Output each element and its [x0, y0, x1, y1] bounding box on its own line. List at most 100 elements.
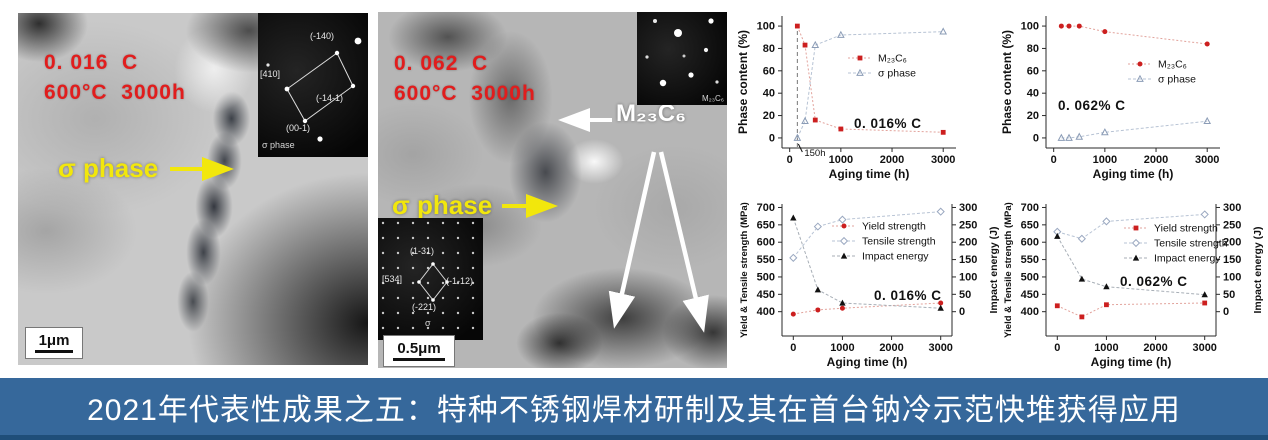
svg-text:Yield strength: Yield strength — [1154, 223, 1218, 235]
spot-label: (-140) — [310, 31, 335, 41]
svg-text:3000: 3000 — [928, 342, 952, 354]
chart-phase-content-0016C: 0 1000 2000 3000 0 20 40 60 80 100 Aging time (h) P… — [736, 2, 1004, 188]
svg-text:Impact energy: Impact energy — [1154, 253, 1221, 265]
spot-label: (1-31) — [410, 246, 435, 256]
svg-text:Impact energy (J): Impact energy (J) — [1252, 227, 1264, 314]
svg-text:150: 150 — [1223, 254, 1241, 266]
svg-text:2000: 2000 — [1144, 154, 1168, 166]
chart-svg-strength-0062C: 0 1000 2000 3000 400 450 500 550 600 650 700 0 50 100… — [1003, 202, 1264, 369]
diffraction-pattern — [266, 37, 362, 142]
svg-text:Aging time (h): Aging time (h) — [1093, 167, 1174, 181]
svg-text:150h: 150h — [804, 148, 825, 159]
svg-text:0: 0 — [790, 342, 796, 354]
condition-label: 600°C 3000h — [44, 81, 186, 104]
svg-text:400: 400 — [757, 306, 775, 318]
svg-text:Aging time (h): Aging time (h) — [829, 167, 910, 181]
svg-text:500: 500 — [1021, 271, 1039, 283]
series-Tensile strength — [1053, 210, 1209, 243]
svg-text:100: 100 — [1021, 21, 1039, 33]
svg-text:50: 50 — [959, 289, 971, 301]
svg-text:0: 0 — [1033, 132, 1039, 144]
svg-text:1000: 1000 — [830, 342, 854, 354]
series-Yield strength — [1054, 300, 1208, 320]
svg-text:σ phase: σ phase — [878, 68, 916, 80]
inset-caption: σ phase — [262, 140, 295, 150]
svg-text:300: 300 — [1223, 202, 1241, 214]
svg-text:Phase content (%): Phase content (%) — [1000, 30, 1014, 134]
svg-text:60: 60 — [763, 65, 775, 77]
spot-label: (-1-12) — [446, 276, 474, 286]
spot-label: (-221) — [412, 302, 437, 312]
svg-text:80: 80 — [1027, 43, 1039, 55]
svg-text:Impact energy (J): Impact energy (J) — [988, 227, 1000, 314]
m23c6-down-arrow-icon — [658, 151, 709, 333]
condition-label: 600°C 3000h — [394, 82, 536, 105]
svg-text:200: 200 — [1223, 237, 1241, 249]
svg-text:2000: 2000 — [880, 154, 904, 166]
svg-text:650: 650 — [1021, 219, 1039, 231]
svg-text:0: 0 — [787, 154, 793, 166]
diffraction-inset-m23c6: M₂₃C₆ — [637, 12, 727, 105]
inset-caption: σ — [425, 318, 431, 328]
spot-label: [534] — [382, 274, 403, 284]
svg-text:500: 500 — [757, 271, 775, 283]
svg-text:M₂₃C₆: M₂₃C₆ — [1158, 59, 1187, 71]
svg-text:0. 062% C: 0. 062% C — [1120, 274, 1188, 289]
diffraction-pattern — [645, 18, 719, 87]
chart-svg-phase-content-0062C: 0 1000 2000 3000 0 20 40 60 80 100 Aging time (h) P… — [1000, 16, 1220, 181]
svg-text:Tensile strength: Tensile strength — [1154, 238, 1228, 250]
chart-svg-phase-content-0016C: 0 1000 2000 3000 0 20 40 60 80 100 Aging time (h) P… — [736, 16, 956, 181]
svg-text:550: 550 — [1021, 254, 1039, 266]
scale-bar-line — [35, 350, 73, 353]
svg-text:2000: 2000 — [879, 342, 903, 354]
svg-text:M₂₃C₆: M₂₃C₆ — [878, 53, 907, 65]
title-banner: 2021年代表性成果之五：特种不锈钢焊材研制及其在首台钠冷示范快堆获得应用 — [0, 378, 1268, 440]
diffraction-inset-sigma-2: (1-31) [534] (-1-12) (-221) σ — [378, 218, 483, 340]
svg-text:0: 0 — [1223, 306, 1229, 318]
series-σ phase — [793, 27, 948, 141]
chart-phase-content-0062C: 0 1000 2000 3000 0 20 40 60 80 100 Aging time (h) P… — [1000, 2, 1268, 188]
tem-image-right: 0. 062 C 600°C 3000h σ phase M₂₃C₆ — [378, 12, 727, 368]
scale-label: 0.5μm — [397, 340, 441, 357]
m23c6-down-arrow-icon — [608, 151, 657, 329]
svg-text:200: 200 — [959, 237, 977, 249]
svg-text:40: 40 — [763, 88, 775, 100]
series-Tensile strength — [789, 207, 945, 262]
svg-text:250: 250 — [1223, 219, 1241, 231]
svg-text:Aging time (h): Aging time (h) — [827, 355, 908, 369]
svg-text:50: 50 — [1223, 289, 1235, 301]
svg-text:400: 400 — [1021, 306, 1039, 318]
series-Impact energy — [1054, 232, 1208, 298]
spot-label: (-14-1) — [316, 93, 344, 103]
svg-text:Yield strength: Yield strength — [862, 221, 926, 233]
svg-text:0. 062% C: 0. 062% C — [1058, 98, 1126, 113]
svg-text:60: 60 — [1027, 65, 1039, 77]
chart-strength-0016C: 0 1000 2000 3000 400 450 500 550 600 650 700 0 50 100… — [736, 190, 1004, 376]
svg-text:700: 700 — [757, 202, 775, 214]
scale-bar: 0.5μm — [383, 335, 455, 367]
chart-svg-strength-0016C: 0 1000 2000 3000 400 450 500 550 600 650 700 0 50 100… — [739, 202, 1000, 369]
svg-text:1000: 1000 — [829, 154, 853, 166]
svg-text:20: 20 — [1027, 110, 1039, 122]
series-M₂₃C₆ — [1058, 23, 1210, 47]
series-Impact energy — [790, 214, 944, 311]
svg-text:0: 0 — [959, 306, 965, 318]
svg-text:1000: 1000 — [1093, 154, 1117, 166]
svg-text:650: 650 — [757, 219, 775, 231]
composition-label: 0. 062 C — [394, 52, 489, 75]
banner-title: 2021年代表性成果之五：特种不锈钢焊材研制及其在首台钠冷示范快堆获得应用 — [87, 393, 1181, 427]
svg-text:Phase content (%): Phase content (%) — [736, 30, 750, 134]
svg-text:300: 300 — [959, 202, 977, 214]
svg-text:20: 20 — [763, 110, 775, 122]
svg-text:40: 40 — [1027, 88, 1039, 100]
svg-text:2000: 2000 — [1143, 342, 1167, 354]
svg-text:550: 550 — [757, 254, 775, 266]
svg-text:150: 150 — [959, 254, 977, 266]
svg-text:700: 700 — [1021, 202, 1039, 214]
svg-text:600: 600 — [757, 237, 775, 249]
diffraction-pattern — [380, 220, 481, 338]
svg-text:0. 016% C: 0. 016% C — [854, 116, 922, 131]
svg-text:3000: 3000 — [931, 154, 955, 166]
svg-text:Yield & Tensile strength (MPa): Yield & Tensile strength (MPa) — [739, 202, 750, 338]
